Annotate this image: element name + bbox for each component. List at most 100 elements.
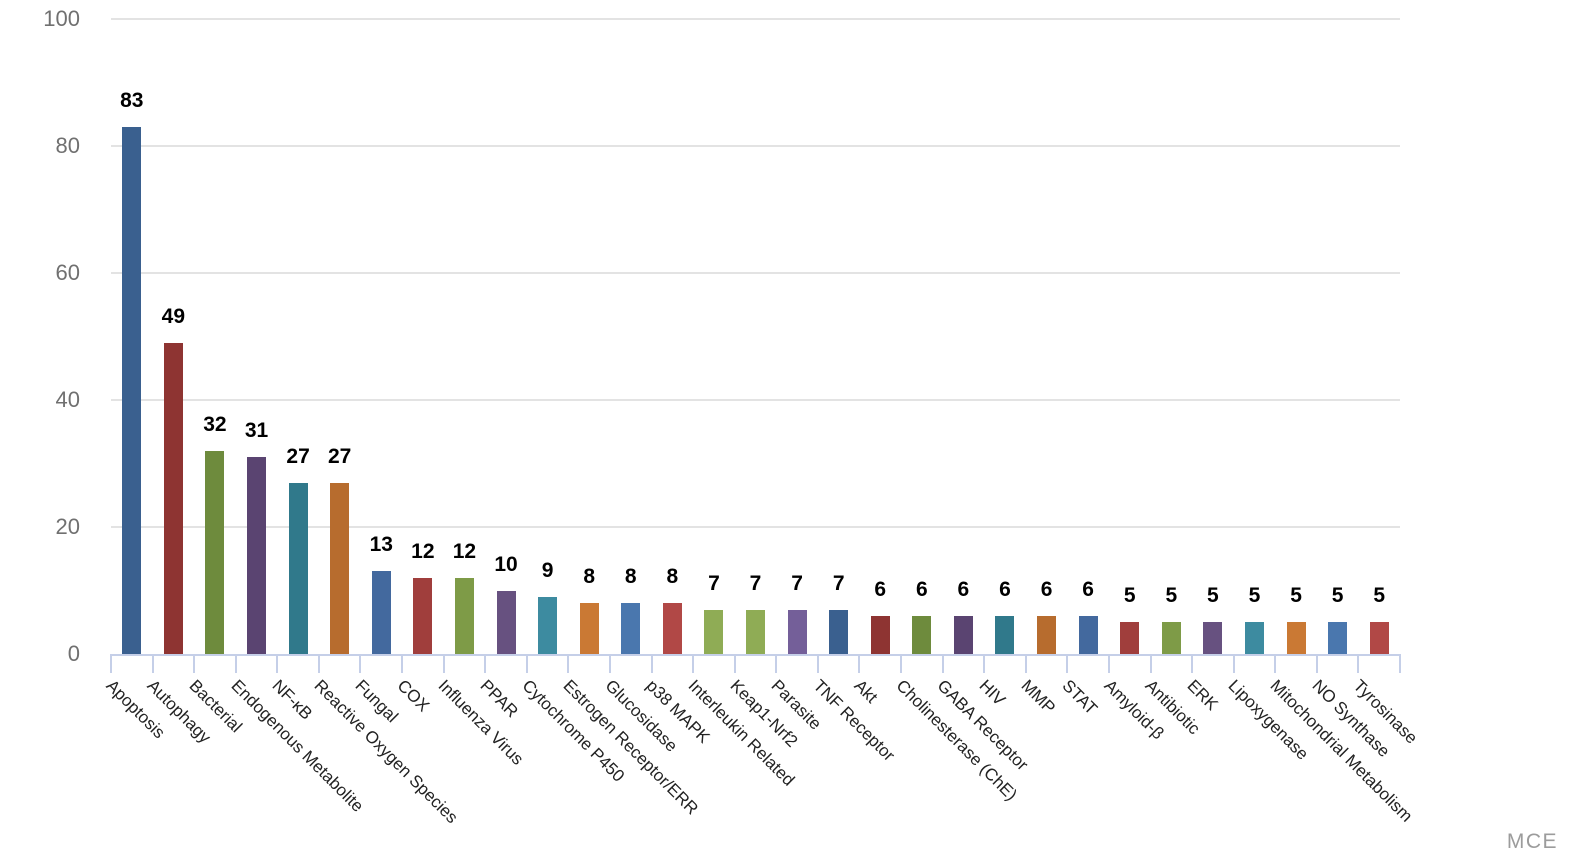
bar-cholinesterase-che[interactable] xyxy=(912,615,932,654)
gridline xyxy=(111,18,1400,20)
bar-parasite[interactable] xyxy=(787,609,807,654)
x-axis-tick xyxy=(525,656,528,673)
bar-value-label: 10 xyxy=(494,552,518,576)
bar-akt[interactable] xyxy=(870,615,890,654)
bar-value-label: 7 xyxy=(749,571,762,595)
x-axis-tick xyxy=(317,656,320,673)
x-axis-tick xyxy=(484,656,487,673)
bar-glucosidase[interactable] xyxy=(621,603,641,654)
bar-bacterial[interactable] xyxy=(205,450,225,654)
y-axis-tick-label: 20 xyxy=(55,514,80,539)
bar-value-label: 7 xyxy=(832,571,845,595)
bar-mmp[interactable] xyxy=(1037,615,1057,654)
bar-value-label: 8 xyxy=(583,565,596,589)
category-label-hiv: HIV xyxy=(975,676,1010,710)
bar-antibiotic[interactable] xyxy=(1161,622,1181,654)
x-axis-tick xyxy=(608,656,611,673)
y-axis-tick-label: 40 xyxy=(55,387,80,412)
x-axis-tick xyxy=(816,656,819,673)
x-axis-tick xyxy=(1315,656,1318,673)
x-axis-tick xyxy=(650,656,653,673)
y-axis-tick-label: 100 xyxy=(43,6,80,31)
bar-interleukin-related[interactable] xyxy=(704,609,724,654)
bar-p38-mapk[interactable] xyxy=(662,603,682,654)
y-axis-tick-label: 80 xyxy=(55,133,80,158)
bar-tnf-receptor[interactable] xyxy=(829,609,849,654)
x-axis-tick xyxy=(359,656,362,673)
bar-value-label: 32 xyxy=(203,412,227,436)
bar-tyrosinase[interactable] xyxy=(1369,622,1389,654)
bar-ppar[interactable] xyxy=(496,590,516,654)
bar-keap1-nrf2[interactable] xyxy=(746,609,765,654)
bar-value-label: 9 xyxy=(541,558,554,582)
x-axis-tick xyxy=(276,656,279,673)
bar-value-label: 5 xyxy=(1165,584,1178,608)
bar-mitochondrial-metabolism[interactable] xyxy=(1286,622,1306,654)
bar-value-label: 7 xyxy=(791,571,803,595)
bar-influenza-virus[interactable] xyxy=(454,577,474,654)
category-label-akt: Akt xyxy=(850,676,882,707)
bar-lipoxygenase[interactable] xyxy=(1244,622,1264,654)
x-axis-tick xyxy=(110,656,112,673)
x-axis-tick xyxy=(193,656,196,673)
x-axis-tick xyxy=(567,656,570,673)
bar-value-label: 13 xyxy=(369,533,393,557)
x-axis-tick xyxy=(151,656,154,673)
gridline xyxy=(111,272,1400,274)
bar-value-label: 27 xyxy=(328,444,352,468)
bar-erk[interactable] xyxy=(1203,622,1223,654)
bar-cox[interactable] xyxy=(413,577,433,654)
x-axis-tick xyxy=(1149,656,1152,673)
bar-value-label: 83 xyxy=(120,88,144,112)
x-axis-tick xyxy=(1399,656,1401,673)
bar-value-label: 6 xyxy=(999,577,1011,601)
x-axis-tick xyxy=(1357,656,1360,673)
bar-value-label: 49 xyxy=(161,304,186,328)
bar-cytochrome-p450[interactable] xyxy=(538,596,558,654)
bar-estrogen-receptor-err[interactable] xyxy=(579,603,599,654)
bar-value-label: 5 xyxy=(1207,584,1219,608)
bar-apoptosis[interactable] xyxy=(122,126,142,654)
x-axis-tick xyxy=(692,656,695,673)
bar-stat[interactable] xyxy=(1078,615,1098,654)
x-axis-tick xyxy=(733,656,736,673)
bar-value-label: 27 xyxy=(286,444,310,468)
bar-nf-b[interactable] xyxy=(288,482,308,654)
bar-value-label: 5 xyxy=(1290,584,1302,608)
x-axis-tick xyxy=(1024,656,1027,673)
category-label-stat: STAT xyxy=(1058,676,1102,719)
bar-value-label: 7 xyxy=(708,571,720,595)
bar-value-label: 5 xyxy=(1331,584,1344,608)
x-axis-tick xyxy=(234,656,237,673)
bar-value-label: 5 xyxy=(1373,584,1386,608)
bar-fungal[interactable] xyxy=(371,571,391,654)
bar-hiv[interactable] xyxy=(995,615,1015,654)
bar-value-label: 8 xyxy=(666,565,679,589)
watermark-logo: MCE xyxy=(1506,830,1558,853)
x-axis-tick xyxy=(775,656,778,673)
bar-value-label: 8 xyxy=(624,565,637,589)
bar-value-label: 6 xyxy=(915,577,928,601)
x-axis-tick xyxy=(1107,656,1110,673)
bar-value-label: 6 xyxy=(1040,577,1053,601)
category-label-mmp: MMP xyxy=(1017,676,1059,718)
x-axis-tick xyxy=(858,656,861,673)
bar-value-label: 5 xyxy=(1123,584,1136,608)
bar-amyloid[interactable] xyxy=(1120,622,1140,654)
bar-endogenous-metabolite[interactable] xyxy=(247,457,267,654)
x-axis-line xyxy=(110,654,1401,656)
y-axis-tick-label: 0 xyxy=(67,641,80,666)
bar-gaba-receptor[interactable] xyxy=(953,615,973,654)
x-axis-tick xyxy=(401,656,404,673)
bar-reactive-oxygen-species[interactable] xyxy=(330,482,350,654)
x-axis-tick xyxy=(983,656,986,673)
bar-value-label: 12 xyxy=(411,539,435,563)
bar-value-label: 12 xyxy=(452,539,477,563)
gridline xyxy=(111,145,1400,147)
gridline xyxy=(111,526,1400,528)
bar-value-label: 6 xyxy=(957,577,970,601)
bar-no-synthase[interactable] xyxy=(1328,622,1348,654)
x-axis-tick xyxy=(900,656,903,673)
bar-autophagy[interactable] xyxy=(163,342,183,654)
bar-value-label: 31 xyxy=(244,419,269,443)
